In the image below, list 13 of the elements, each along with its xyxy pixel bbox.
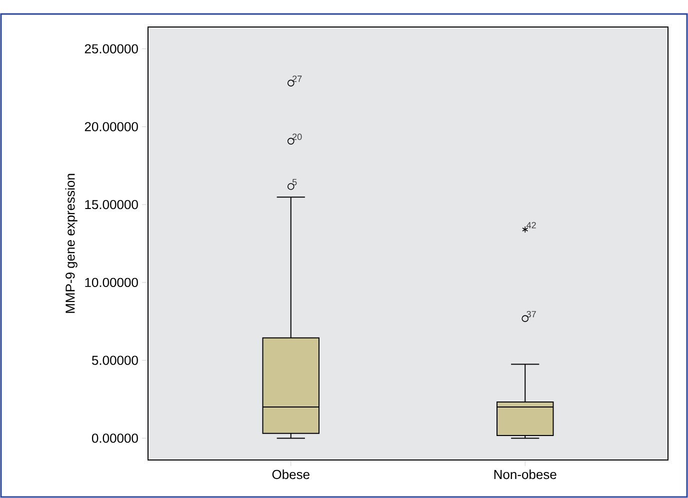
y-tick-label: 25.00000 — [84, 44, 138, 54]
annotation: 20 — [292, 134, 302, 140]
annotation: 42 — [526, 222, 536, 228]
y-tick-label: 10.00000 — [85, 278, 138, 288]
y-tick-label: 20.00000 — [84, 122, 138, 132]
x-tick-label: Obese — [272, 470, 310, 480]
y-tick-label: 0.00000 — [92, 434, 138, 443]
x-tick-label: Non-obese — [494, 470, 556, 480]
annotation: 27 — [292, 76, 302, 82]
y-tick-label: 15.00000 — [85, 200, 138, 210]
y-axis-title: MMP-9 gene expression — [65, 174, 78, 313]
y-tick-label: 5.00000 — [92, 356, 138, 365]
annotation: 37 — [526, 310, 536, 318]
